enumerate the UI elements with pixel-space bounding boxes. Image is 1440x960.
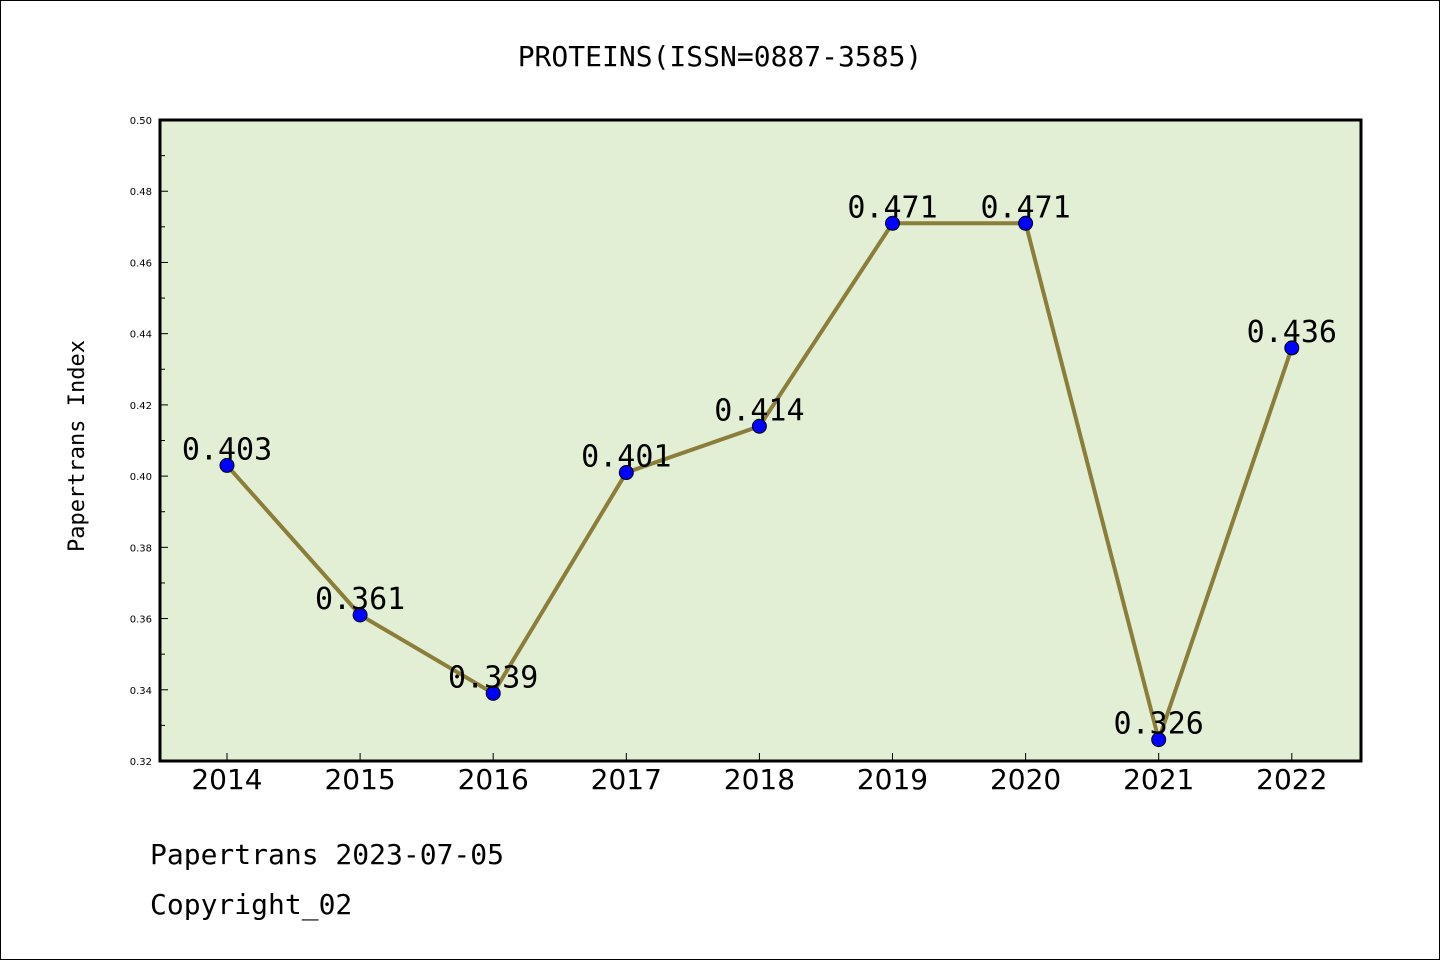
y-tick-label: 0.42 — [130, 401, 152, 412]
data-point — [485, 685, 501, 701]
x-tick-label: 2022 — [1256, 763, 1327, 796]
data-point — [1018, 215, 1034, 231]
y-tick-label: 0.36 — [130, 615, 152, 626]
data-label: 0.401 — [581, 440, 671, 475]
data-point — [1284, 340, 1300, 356]
x-axis: 2014 2015 2016 2017 2018 2019 2020 2021 2022 — [191, 753, 1327, 796]
y-axis-label: Papertrans Index — [65, 340, 90, 552]
data-point — [885, 215, 900, 231]
data-label: 0.414 — [714, 393, 804, 428]
y-tick-label: 0.48 — [130, 187, 152, 198]
data-point — [751, 418, 767, 434]
data-label: 0.471 — [847, 190, 937, 225]
x-tick-label: 2015 — [324, 763, 395, 796]
data-label: 0.471 — [980, 190, 1070, 225]
data-point — [352, 607, 368, 623]
data-point — [219, 457, 235, 473]
y-tick-label: 0.38 — [130, 543, 152, 554]
x-tick-label: 2014 — [191, 763, 262, 796]
y-tick-label: 0.32 — [130, 757, 152, 768]
data-label: 0.326 — [1114, 707, 1204, 742]
y-tick-label: 0.46 — [130, 258, 152, 269]
x-tick-label: 2017 — [591, 763, 662, 796]
data-label: 0.361 — [315, 582, 405, 617]
x-tick-label: 2019 — [857, 763, 928, 796]
data-label: 0.339 — [448, 660, 538, 695]
series-papertrans-index: 0.403 0.361 0.339 0.401 0.414 0.471 0.471 0.326… — [182, 190, 1337, 748]
x-tick-label: 2020 — [990, 763, 1061, 796]
y-tick-label: 0.40 — [130, 472, 152, 483]
y-tick-label: 0.50 — [130, 116, 152, 127]
data-label: 0.436 — [1247, 315, 1337, 350]
data-point — [618, 465, 634, 481]
footer-date: Papertrans 2023-07-05 — [150, 838, 504, 871]
x-tick-label: 2016 — [458, 763, 529, 796]
footer-copyright: Copyright_02 — [150, 888, 352, 922]
plot-border — [158, 118, 1363, 763]
x-tick-label: 2018 — [724, 763, 795, 796]
x-tick-label: 2021 — [1123, 763, 1194, 796]
plot-area — [160, 120, 1361, 761]
chart-title: PROTEINS(ISSN=0887-3585) — [518, 40, 923, 73]
y-axis: 0.32 0.34 0.36 0.38 0.40 0.42 0.44 0.46 0.48 0.50 — [130, 116, 168, 768]
y-tick-label: 0.34 — [130, 686, 152, 697]
y-tick-label: 0.44 — [130, 330, 152, 341]
data-label: 0.403 — [182, 432, 272, 467]
data-point — [1151, 732, 1167, 748]
